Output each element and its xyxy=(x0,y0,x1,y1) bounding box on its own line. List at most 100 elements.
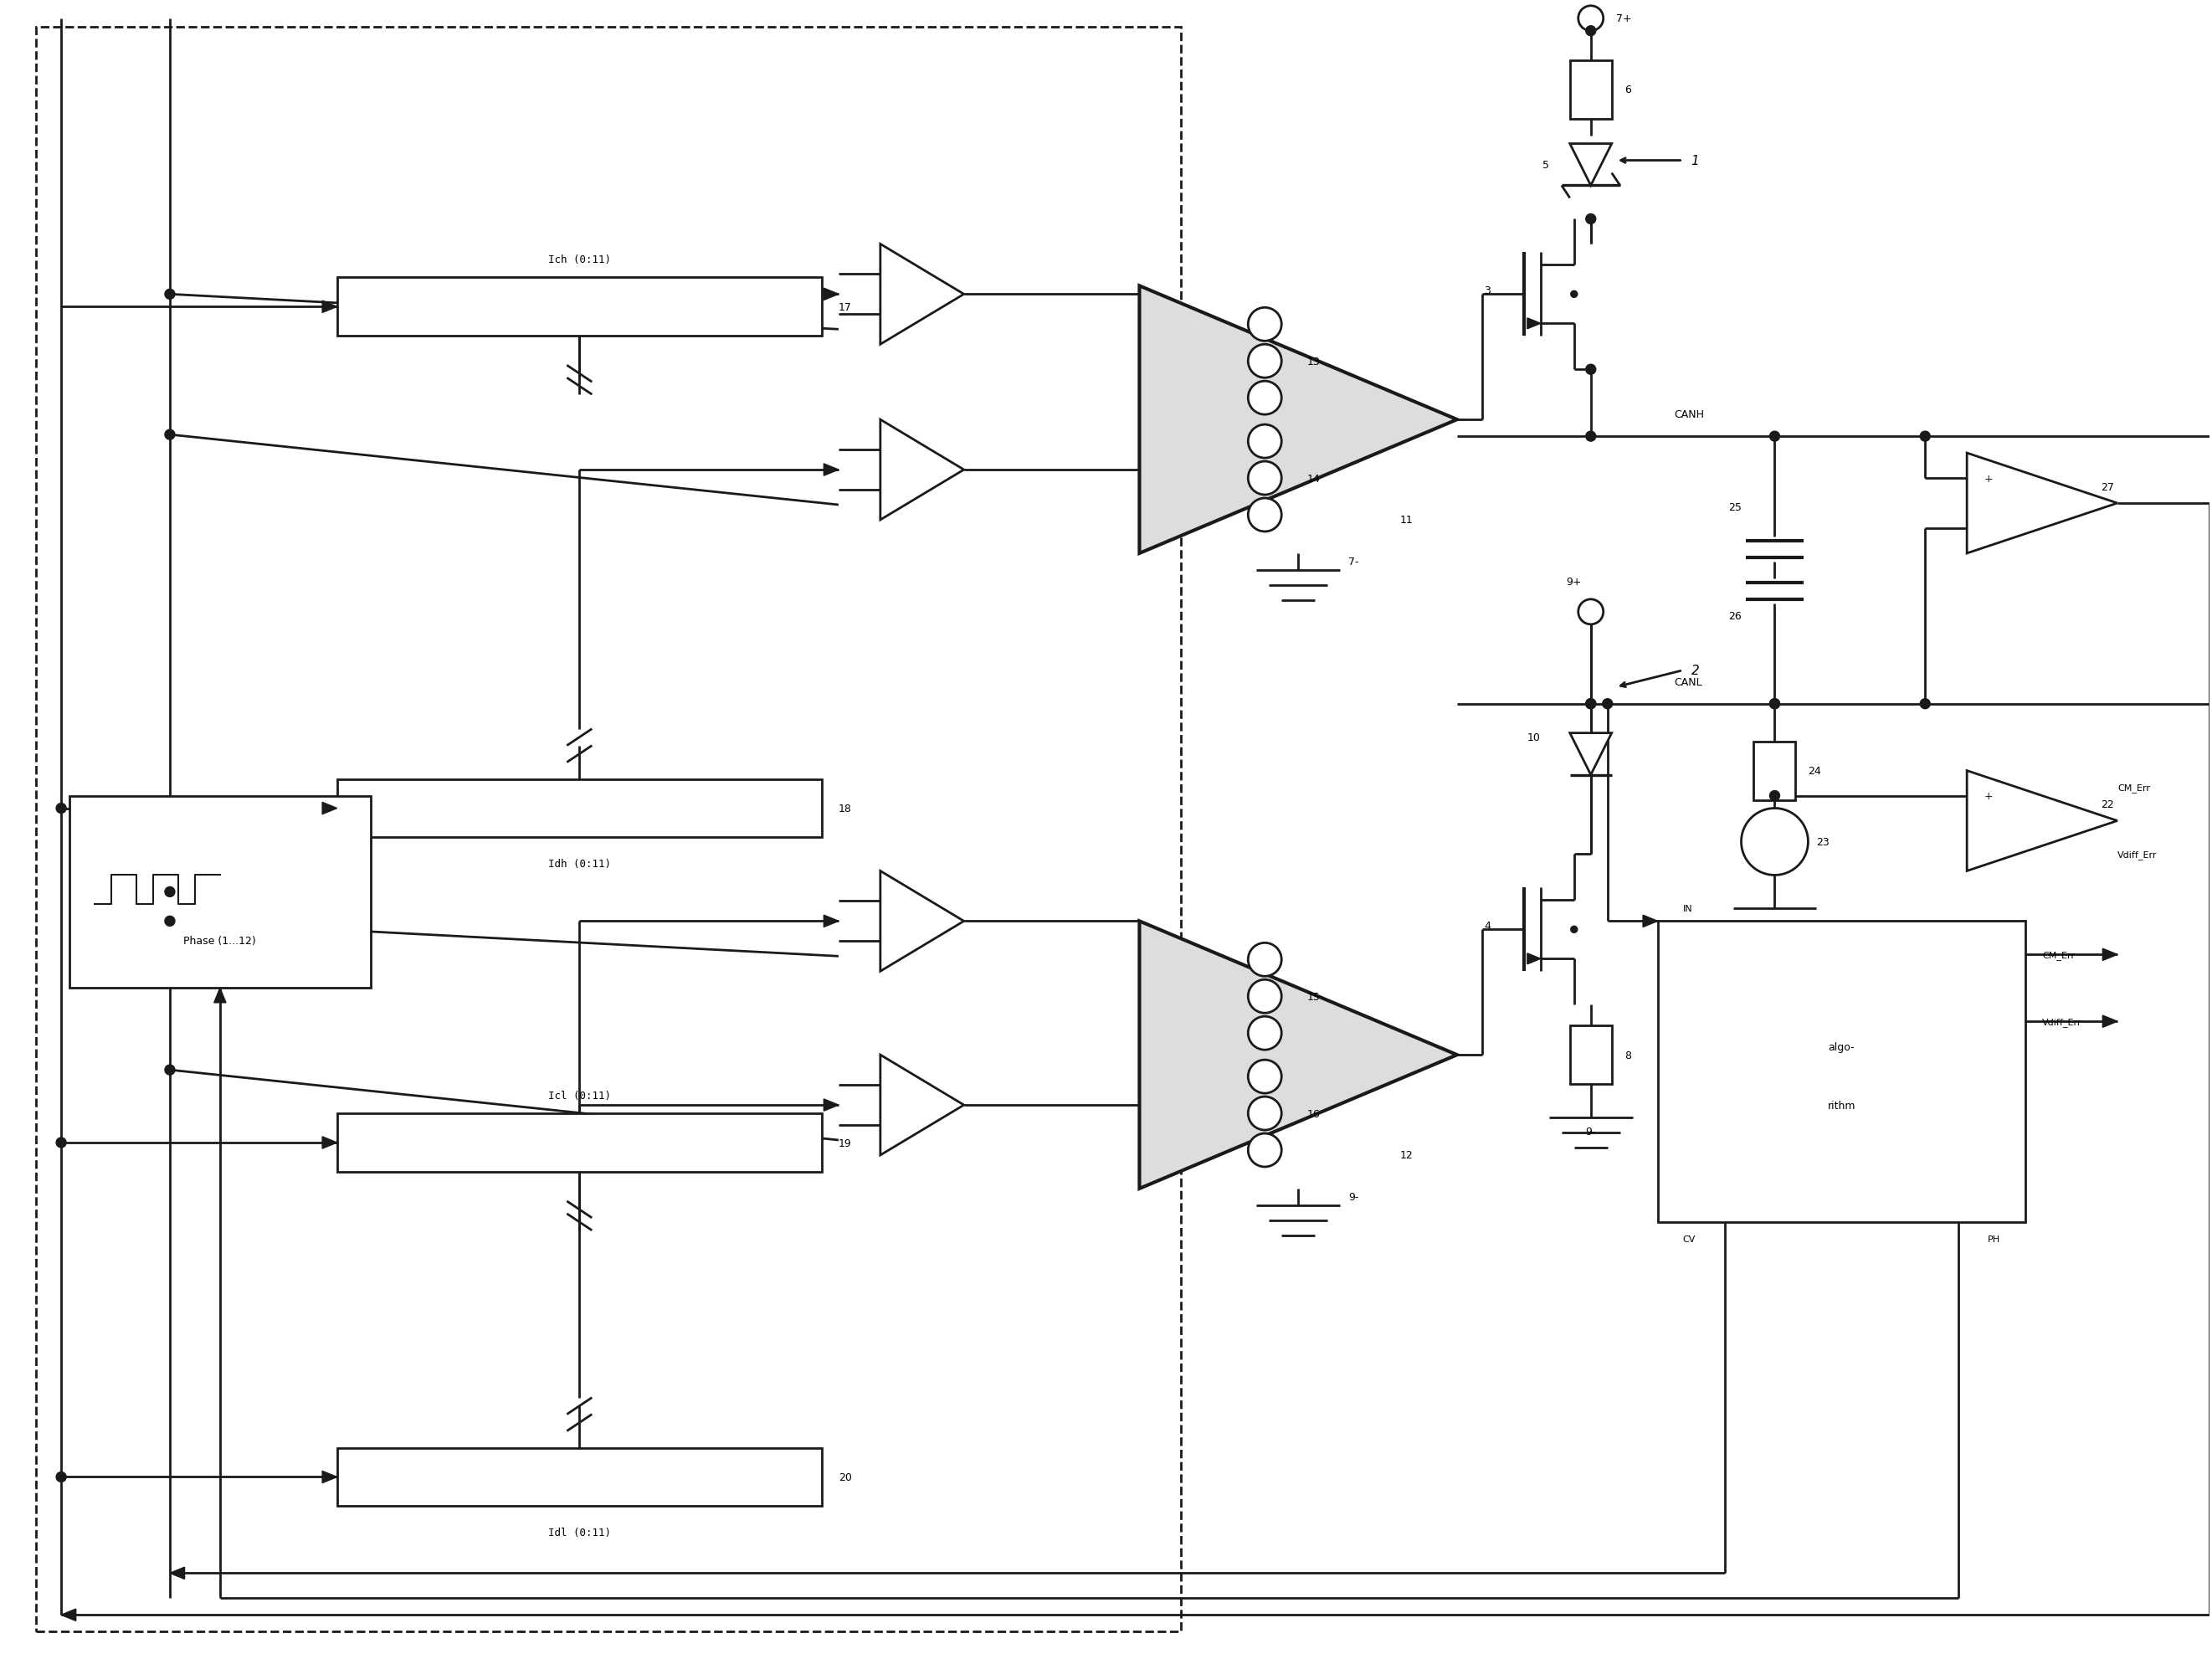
Circle shape xyxy=(1770,431,1781,441)
Polygon shape xyxy=(1139,921,1458,1190)
Polygon shape xyxy=(62,1609,75,1621)
Text: 9-: 9- xyxy=(1586,1126,1597,1136)
Circle shape xyxy=(1741,808,1807,876)
Circle shape xyxy=(166,916,175,926)
Text: 10: 10 xyxy=(1526,732,1540,743)
Bar xyxy=(1571,61,1613,119)
Text: 16: 16 xyxy=(1307,1108,1321,1120)
Circle shape xyxy=(1586,431,1595,441)
Text: Icl (0:11): Icl (0:11) xyxy=(549,1090,611,1102)
Text: 13: 13 xyxy=(1307,357,1321,367)
Text: 17: 17 xyxy=(838,302,852,314)
Circle shape xyxy=(166,430,175,440)
Polygon shape xyxy=(323,1472,336,1483)
Circle shape xyxy=(166,1065,175,1075)
Text: 26: 26 xyxy=(1728,611,1741,622)
Circle shape xyxy=(1248,425,1281,458)
Polygon shape xyxy=(1571,144,1613,186)
Polygon shape xyxy=(823,916,838,927)
Circle shape xyxy=(1248,382,1281,415)
Circle shape xyxy=(166,888,175,898)
Bar xyxy=(69,796,369,989)
Circle shape xyxy=(1248,1097,1281,1130)
Text: 12: 12 xyxy=(1400,1150,1413,1161)
Circle shape xyxy=(1248,499,1281,533)
Circle shape xyxy=(1586,214,1595,224)
Text: 2: 2 xyxy=(1692,665,1699,677)
Circle shape xyxy=(1770,698,1781,708)
Text: CM_Err: CM_Err xyxy=(2042,951,2075,959)
Text: Idl (0:11): Idl (0:11) xyxy=(549,1528,611,1538)
Circle shape xyxy=(1248,1060,1281,1093)
Text: 11: 11 xyxy=(1400,514,1413,526)
Text: Vdiff_Err: Vdiff_Err xyxy=(2042,1017,2081,1027)
Polygon shape xyxy=(823,289,838,300)
Text: 23: 23 xyxy=(1816,836,1829,848)
Circle shape xyxy=(1248,345,1281,378)
Text: CANL: CANL xyxy=(1674,677,1703,687)
Circle shape xyxy=(1586,13,1595,23)
Text: 15: 15 xyxy=(1307,990,1321,1002)
Text: CM_Err: CM_Err xyxy=(2117,783,2150,793)
Circle shape xyxy=(1248,461,1281,496)
Circle shape xyxy=(55,803,66,813)
Text: 6: 6 xyxy=(1624,85,1630,96)
Circle shape xyxy=(1577,601,1604,625)
Circle shape xyxy=(1586,698,1595,708)
Circle shape xyxy=(1586,365,1595,375)
Text: rithm: rithm xyxy=(1827,1100,1856,1110)
Circle shape xyxy=(1920,698,1931,708)
Polygon shape xyxy=(323,803,336,815)
Bar xyxy=(1657,921,2026,1223)
Circle shape xyxy=(1248,1133,1281,1166)
Text: CV: CV xyxy=(1683,1234,1697,1243)
Text: 14: 14 xyxy=(1307,473,1321,484)
Text: 9-: 9- xyxy=(1349,1191,1358,1203)
Circle shape xyxy=(55,1472,66,1481)
Polygon shape xyxy=(880,244,964,345)
Bar xyxy=(336,780,823,838)
Text: 9-: 9- xyxy=(1770,926,1781,936)
Circle shape xyxy=(166,290,175,300)
Polygon shape xyxy=(1966,453,2117,554)
Text: 27: 27 xyxy=(2101,481,2115,493)
Circle shape xyxy=(1248,980,1281,1014)
Polygon shape xyxy=(1644,916,1657,927)
Circle shape xyxy=(1601,698,1613,708)
Circle shape xyxy=(1586,27,1595,36)
Text: Vdiff_Err: Vdiff_Err xyxy=(2117,849,2157,859)
Bar xyxy=(336,1113,823,1171)
Bar xyxy=(1571,1025,1613,1085)
Text: 1: 1 xyxy=(1692,154,1699,168)
Circle shape xyxy=(1586,698,1595,708)
Polygon shape xyxy=(1966,771,2117,871)
Circle shape xyxy=(1248,942,1281,977)
Text: 22: 22 xyxy=(2101,800,2115,810)
Polygon shape xyxy=(2104,949,2117,961)
Text: 25: 25 xyxy=(1728,503,1741,513)
Circle shape xyxy=(1571,926,1577,932)
Circle shape xyxy=(1577,7,1604,32)
Polygon shape xyxy=(323,1136,336,1148)
Polygon shape xyxy=(2104,1015,2117,1027)
Circle shape xyxy=(1571,292,1577,299)
Text: 3: 3 xyxy=(1484,285,1491,295)
Text: +: + xyxy=(1984,473,1993,484)
Circle shape xyxy=(1248,309,1281,342)
Polygon shape xyxy=(323,302,336,314)
Text: Ich (0:11): Ich (0:11) xyxy=(549,254,611,265)
Text: 19: 19 xyxy=(838,1138,852,1148)
Polygon shape xyxy=(1526,954,1540,964)
Bar xyxy=(1754,742,1796,800)
Polygon shape xyxy=(1526,319,1540,330)
Text: +: + xyxy=(1984,791,1993,801)
Polygon shape xyxy=(1571,733,1613,775)
Circle shape xyxy=(1920,431,1931,441)
Circle shape xyxy=(1770,698,1781,708)
Text: algo-: algo- xyxy=(1829,1042,1856,1052)
Text: Phase (1...12): Phase (1...12) xyxy=(184,936,257,947)
Text: 18: 18 xyxy=(838,803,852,815)
Bar xyxy=(336,1448,823,1506)
Polygon shape xyxy=(823,465,838,476)
Text: 5: 5 xyxy=(1542,159,1548,171)
